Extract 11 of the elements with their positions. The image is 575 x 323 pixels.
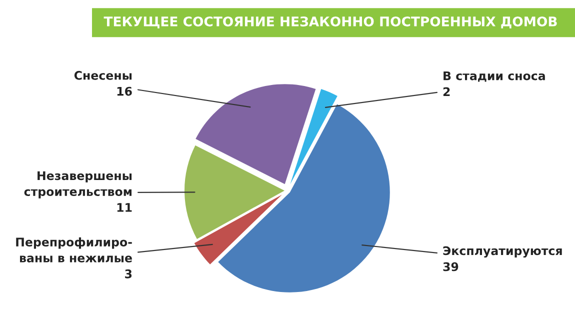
slice-label: Перепрофилиро- ваны в нежилые — [16, 237, 132, 262]
data-label: 16 — [117, 86, 132, 96]
slice-label: В стадии сноса — [444, 71, 545, 82]
chart-title: ТЕКУЩЕЕ СОСТОЯНИЕ НЕЗАКОННО ПОСТРОЕННЫХ ДОМОВ — [104, 16, 557, 28]
data-label: 2 — [443, 87, 450, 96]
data-label: 11 — [117, 203, 132, 212]
data-label: 39 — [443, 262, 458, 272]
slice-label: Эксплуатируются — [443, 246, 562, 258]
slice-label: Снесены — [74, 70, 132, 80]
data-label: 3 — [125, 269, 132, 278]
slice-label: Незавершены строительством — [24, 171, 132, 198]
